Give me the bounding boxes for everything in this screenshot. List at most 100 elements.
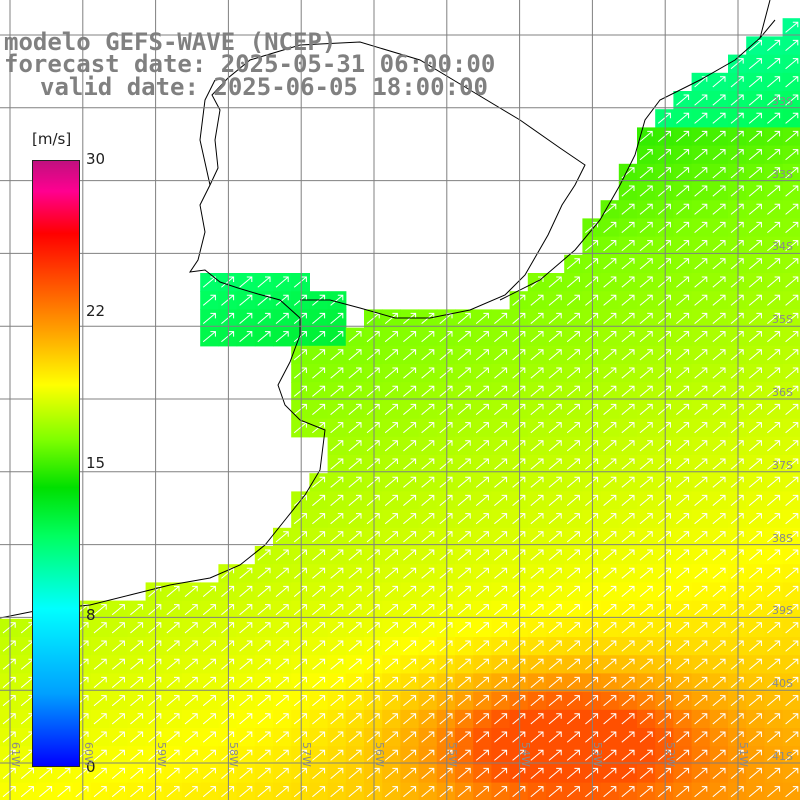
wind-arrow: [348, 695, 362, 707]
wind-arrow: [676, 221, 690, 233]
wind-arrow: [748, 513, 762, 525]
wind-arrow: [530, 676, 544, 688]
wind-arrow: [530, 367, 544, 379]
wind-arrow: [694, 331, 708, 343]
wind-arrow: [676, 786, 690, 798]
wind-arrow: [676, 331, 690, 343]
wind-arrow: [585, 240, 599, 252]
wind-arrow: [730, 94, 744, 106]
wind-arrow: [494, 640, 508, 652]
wind-arrow: [694, 731, 708, 743]
wind-arrow: [421, 549, 435, 561]
wind-arrow: [603, 622, 617, 634]
wind-arrow: [639, 240, 653, 252]
wind-arrow: [166, 731, 180, 743]
lat-label: 37S: [772, 459, 793, 472]
wind-arrow: [293, 367, 307, 379]
wind-arrow: [130, 658, 144, 670]
wind-arrow: [257, 585, 271, 597]
wind-arrow: [621, 367, 635, 379]
wind-arrow: [475, 312, 489, 324]
wind-arrow: [130, 695, 144, 707]
wind-arrow: [548, 640, 562, 652]
wind-arrow: [548, 294, 562, 306]
wind-arrow: [676, 440, 690, 452]
wind-arrow: [785, 658, 799, 670]
wind-arrow: [293, 531, 307, 543]
wind-arrow: [639, 149, 653, 161]
wind-arrow: [694, 440, 708, 452]
wind-arrow: [730, 604, 744, 616]
wind-arrow: [366, 640, 380, 652]
wind-arrow: [312, 658, 326, 670]
wind-arrow: [603, 349, 617, 361]
wind-arrow: [748, 221, 762, 233]
wind-arrow: [712, 331, 726, 343]
wind-arrow: [676, 749, 690, 761]
wind-arrow: [275, 713, 289, 725]
wind-arrow: [457, 585, 471, 597]
wind-arrow: [566, 786, 580, 798]
wind-arrow: [494, 767, 508, 779]
wind-arrow: [348, 331, 362, 343]
wind-arrow: [439, 658, 453, 670]
wind-arrow: [548, 276, 562, 288]
wind-arrow: [111, 695, 125, 707]
wind-arrow: [494, 385, 508, 397]
wind-arrow: [657, 149, 671, 161]
coastline: [0, 19, 776, 619]
wind-arrow: [421, 786, 435, 798]
wind-arrow: [312, 349, 326, 361]
wind-arrow: [421, 767, 435, 779]
wind-arrow: [712, 494, 726, 506]
wind-arrow: [621, 385, 635, 397]
wind-arrow: [293, 585, 307, 597]
wind-arrow: [293, 567, 307, 579]
wind-arrow: [384, 604, 398, 616]
wind-arrow: [348, 367, 362, 379]
wind-arrow: [748, 731, 762, 743]
wind-arrow: [475, 676, 489, 688]
wind-arrow: [639, 203, 653, 215]
wind-arrow: [767, 731, 781, 743]
wind-arrow: [512, 349, 526, 361]
wind-arrow: [566, 513, 580, 525]
wind-arrow: [585, 676, 599, 688]
wind-arrow: [566, 312, 580, 324]
wind-arrow: [475, 458, 489, 470]
wind-arrow: [475, 331, 489, 343]
wind-arrow: [603, 494, 617, 506]
wind-arrow: [293, 640, 307, 652]
wind-arrow: [475, 385, 489, 397]
wind-arrow: [475, 640, 489, 652]
wind-arrow: [221, 786, 235, 798]
wind-arrow: [748, 440, 762, 452]
wind-arrow: [621, 276, 635, 288]
wind-arrow: [657, 476, 671, 488]
wind-arrow: [767, 476, 781, 488]
wind-arrow: [730, 294, 744, 306]
wind-arrow: [293, 276, 307, 288]
wind-arrow: [2, 749, 16, 761]
wind-arrow: [2, 658, 16, 670]
wind-arrow: [494, 786, 508, 798]
wind-arrow: [712, 440, 726, 452]
wind-arrow: [494, 349, 508, 361]
wind-arrow: [712, 422, 726, 434]
wind-arrow: [785, 112, 799, 124]
wind-arrow: [639, 458, 653, 470]
wind-arrow: [348, 349, 362, 361]
wind-arrow: [603, 403, 617, 415]
wind-arrow: [530, 549, 544, 561]
wind-arrow: [148, 767, 162, 779]
wind-arrow: [293, 695, 307, 707]
wind-arrow: [20, 786, 34, 798]
wind-arrow: [293, 713, 307, 725]
wind-arrow: [657, 331, 671, 343]
wind-arrow: [657, 567, 671, 579]
wind-arrow: [348, 513, 362, 525]
wind-arrow: [767, 367, 781, 379]
wind-arrow: [566, 731, 580, 743]
wind-arrow: [676, 422, 690, 434]
wind-arrow: [785, 531, 799, 543]
